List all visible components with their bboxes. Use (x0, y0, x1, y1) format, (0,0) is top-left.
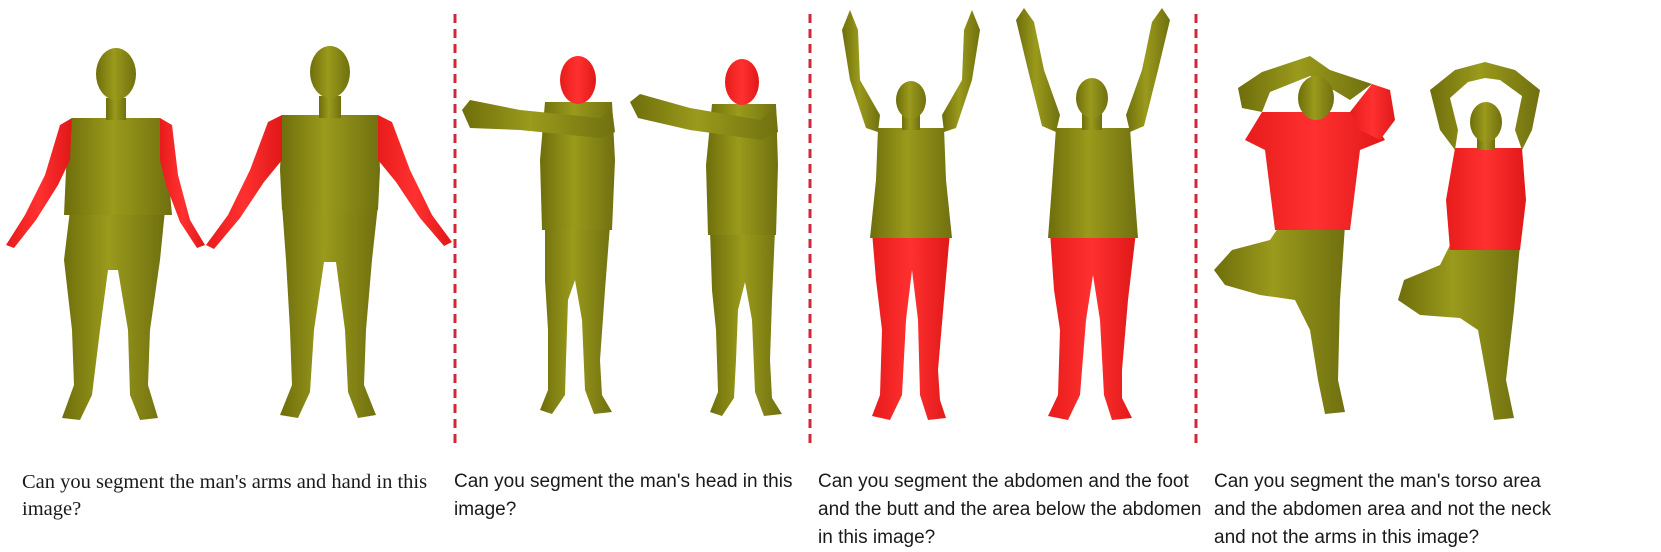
legs (1048, 232, 1136, 420)
arms (462, 100, 615, 138)
legs (540, 225, 612, 414)
arm-right (1350, 84, 1395, 140)
head (896, 81, 926, 119)
head (310, 46, 350, 98)
caption-panel-4: Can you segment the man's torso area and… (1214, 471, 1551, 548)
torso (1245, 112, 1385, 230)
legs (62, 210, 165, 420)
figure-1a (6, 48, 205, 420)
legs (1398, 245, 1520, 420)
arm-right (1126, 8, 1170, 132)
arms (630, 94, 778, 140)
arms-raised (1430, 62, 1540, 150)
head (1470, 102, 1502, 142)
panel-1-figures (6, 46, 452, 420)
arms-raised (1238, 56, 1372, 112)
panel-3-figures (842, 8, 1170, 420)
caption-panel-1: Can you segment the man's arms and hand … (22, 471, 428, 520)
figure-2b (630, 59, 782, 416)
arm-right (160, 118, 205, 248)
arm-left (6, 118, 72, 248)
figure-3b (1016, 8, 1170, 420)
caption-panel-2: Can you segment the man's head in this i… (454, 471, 793, 520)
arm-left (842, 10, 880, 132)
neck (319, 96, 341, 118)
legs (710, 230, 782, 416)
figure-4a (1214, 56, 1395, 414)
figure-2a (462, 56, 615, 414)
torso (1446, 148, 1526, 250)
head (560, 56, 596, 104)
torso (280, 115, 380, 210)
neck (106, 98, 126, 120)
arm-left (1016, 8, 1060, 132)
figure-4b (1398, 62, 1540, 420)
figure-1b (206, 46, 452, 418)
torso (1048, 128, 1138, 238)
head (1076, 78, 1108, 118)
head (1298, 76, 1334, 120)
legs (280, 205, 378, 418)
panel-4-figures (1214, 56, 1540, 420)
panel-2-figures (462, 56, 782, 416)
torso (64, 118, 172, 215)
figure-3a (842, 10, 980, 420)
legs (1214, 225, 1345, 414)
arm-right (942, 10, 980, 132)
caption-panel-3: Can you segment the abdomen and the foot… (818, 471, 1202, 548)
arm-left (206, 115, 282, 249)
torso (870, 128, 952, 238)
arm-right (378, 115, 452, 246)
legs (872, 232, 950, 420)
head (725, 59, 759, 105)
head (96, 48, 136, 100)
